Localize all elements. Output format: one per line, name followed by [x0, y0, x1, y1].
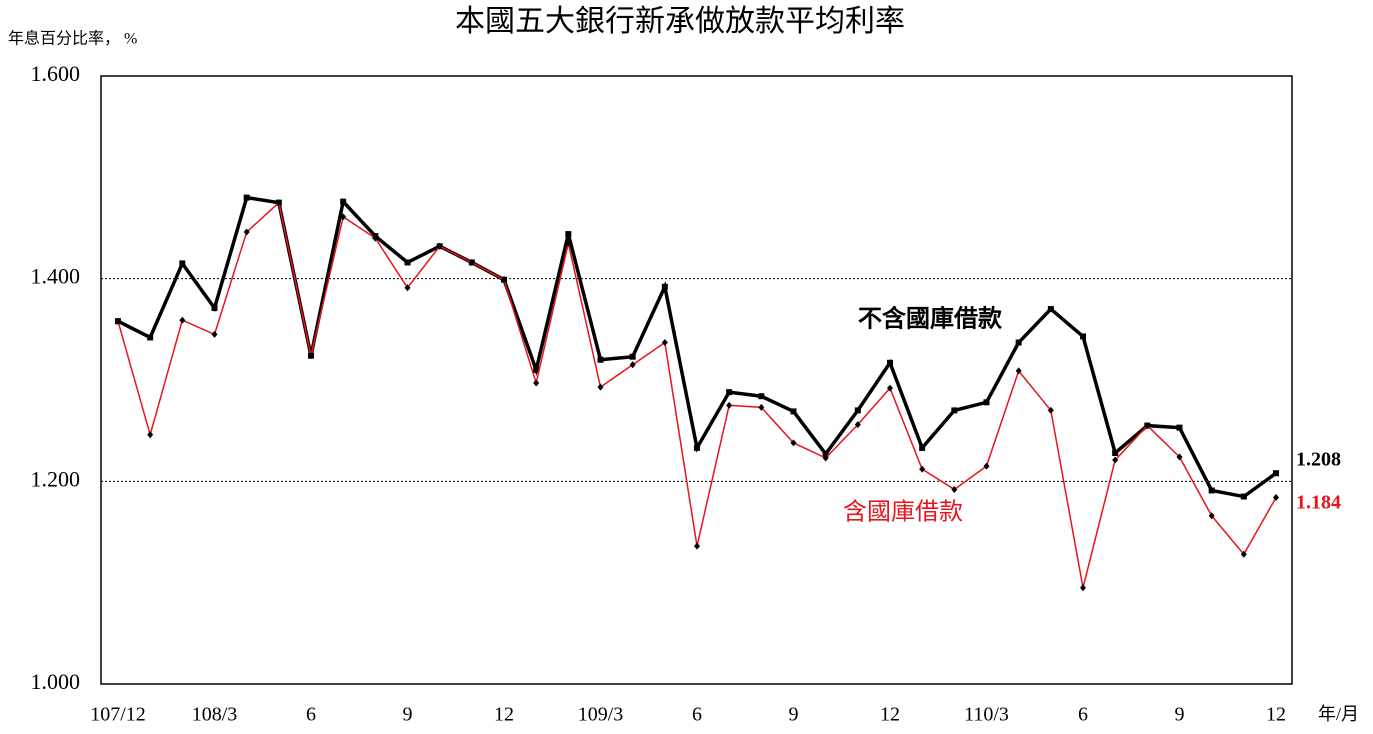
marker [533, 366, 540, 373]
marker [822, 450, 829, 457]
marker [1047, 406, 1054, 414]
marker [951, 407, 958, 414]
marker [919, 465, 926, 473]
series-line [117, 195, 1278, 499]
series-label: 不含國庫借款 [858, 305, 1003, 333]
data-label: 1.208 [1296, 449, 1341, 471]
marker [275, 199, 282, 207]
marker [211, 305, 218, 312]
y-tick-label: 1.200 [31, 466, 81, 491]
x-tick-label: 107/12 [90, 704, 146, 726]
marker [1144, 422, 1151, 430]
x-tick-label: 9 [403, 704, 413, 726]
marker [404, 259, 411, 266]
marker [694, 542, 700, 550]
y-axis-label: 年息百分比率， % [8, 30, 137, 48]
marker [340, 213, 347, 221]
marker [436, 242, 443, 250]
marker [661, 283, 668, 290]
x-tick-label: 9 [1175, 704, 1185, 726]
marker [790, 439, 797, 447]
x-tick-label: 108/3 [192, 704, 238, 726]
x-tick-label: 6 [1078, 704, 1088, 726]
marker [597, 356, 604, 363]
marker [1240, 550, 1247, 558]
marker [887, 359, 893, 366]
marker [1080, 333, 1086, 340]
x-tick-label: 12 [1266, 704, 1286, 726]
marker [1176, 453, 1183, 461]
marker [1273, 494, 1279, 502]
marker [501, 276, 507, 284]
y-tick-label: 1.000 [31, 669, 81, 694]
marker [694, 444, 700, 451]
series-label: 含國庫借款 [843, 499, 963, 526]
marker [758, 393, 765, 400]
marker [1015, 367, 1022, 375]
marker [468, 258, 475, 266]
marker [179, 260, 186, 267]
marker [147, 431, 154, 439]
marker [983, 462, 990, 470]
marker [1112, 449, 1119, 456]
marker [211, 330, 218, 338]
x-tick-label: 12 [494, 704, 514, 726]
x-tick-label: 6 [692, 704, 702, 726]
marker [147, 334, 154, 341]
x-tick-label: 12 [880, 704, 900, 726]
marker [243, 228, 250, 236]
marker [115, 317, 121, 325]
marker [887, 384, 893, 392]
marker [951, 485, 958, 493]
marker [983, 399, 990, 406]
y-tick-label: 1.400 [31, 264, 81, 289]
marker [1112, 456, 1119, 464]
marker [243, 194, 250, 201]
data-label: 1.184 [1296, 492, 1341, 514]
x-tick-label: 110/3 [964, 704, 1009, 726]
marker [565, 231, 572, 238]
marker [179, 316, 186, 324]
marker [726, 389, 733, 396]
marker [790, 408, 797, 415]
marker [1176, 424, 1183, 431]
marker [661, 339, 668, 347]
y-tick-label: 1.600 [31, 61, 81, 86]
marker [565, 239, 572, 247]
marker [726, 401, 733, 409]
marker [372, 234, 379, 242]
x-tick-label: 109/3 [578, 704, 624, 726]
marker [1208, 512, 1215, 520]
marker [629, 353, 636, 360]
marker [308, 352, 314, 360]
marker [629, 361, 636, 369]
marker [340, 198, 347, 205]
series-line [117, 201, 1277, 588]
plot-frame [100, 75, 1293, 685]
marker [404, 284, 411, 292]
chart-title: 本國五大銀行新承做放款平均利率 [455, 5, 905, 38]
marker [533, 379, 540, 387]
marker [1240, 493, 1247, 500]
marker [854, 407, 861, 414]
marker [1047, 306, 1054, 313]
marker [1208, 487, 1215, 494]
marker [854, 421, 861, 429]
marker [919, 444, 926, 451]
marker [1080, 584, 1086, 592]
x-tick-label: 6 [306, 704, 316, 726]
x-axis-label: 年/月 [1318, 704, 1359, 724]
x-tick-label: 9 [789, 704, 799, 726]
marker [1015, 339, 1022, 346]
marker [597, 383, 604, 391]
marker [758, 403, 765, 411]
marker [1273, 470, 1279, 477]
marker [822, 454, 829, 462]
